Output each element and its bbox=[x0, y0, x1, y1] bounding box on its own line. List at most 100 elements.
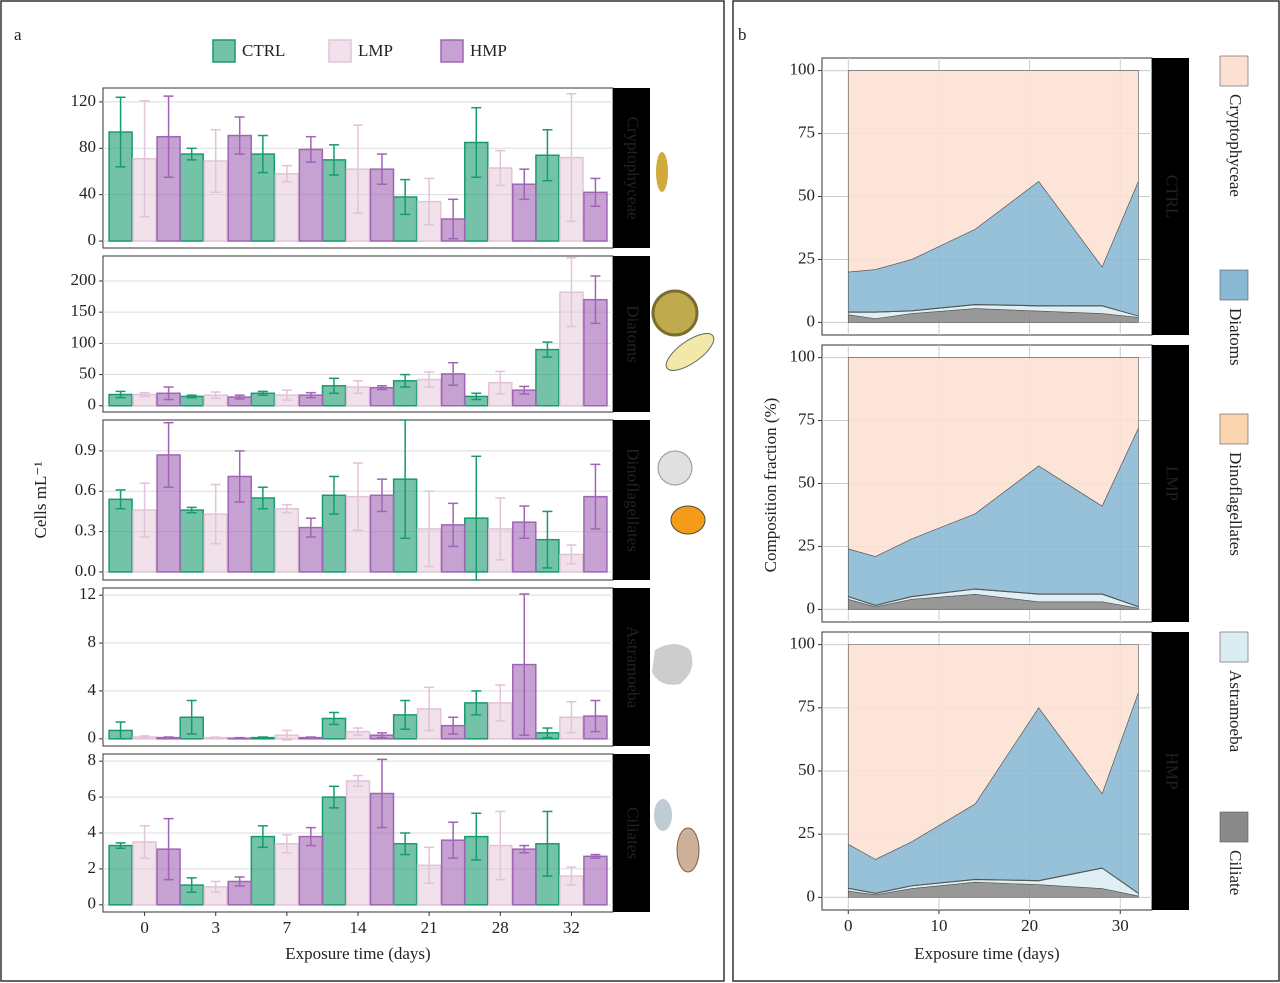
bar bbox=[179, 509, 204, 573]
error-bar bbox=[329, 377, 339, 395]
bar bbox=[179, 153, 204, 242]
y-tick-label: 0 bbox=[88, 395, 97, 414]
bar bbox=[298, 148, 324, 242]
y-tick-label: 100 bbox=[71, 332, 97, 351]
error-bar bbox=[257, 390, 268, 396]
error-bar bbox=[590, 275, 601, 325]
legend-swatch bbox=[212, 39, 236, 63]
error-bar bbox=[115, 96, 126, 168]
y-axis-title: Cells mL⁻¹ bbox=[31, 462, 50, 539]
y-tick-label: 80 bbox=[79, 137, 96, 156]
error-bar bbox=[377, 478, 387, 513]
error-bar bbox=[186, 506, 197, 514]
error-bar bbox=[329, 475, 339, 515]
error-bar bbox=[542, 341, 553, 358]
error-bar bbox=[495, 370, 506, 395]
bar bbox=[321, 796, 347, 906]
error-bar bbox=[590, 177, 601, 208]
y-tick-label: 8 bbox=[88, 750, 97, 769]
y-tick-label: 0.9 bbox=[75, 440, 96, 459]
error-bar bbox=[139, 825, 150, 859]
area bbox=[847, 644, 1139, 860]
panel-b-frame bbox=[732, 0, 1280, 982]
bar bbox=[108, 498, 133, 573]
legend-swatch bbox=[328, 39, 352, 63]
y-tick-label: 200 bbox=[71, 270, 97, 289]
error-bar bbox=[305, 826, 316, 847]
error-bar bbox=[305, 391, 316, 399]
strip-label: LMP bbox=[1163, 466, 1182, 501]
error-bar bbox=[115, 390, 126, 399]
y-tick-label: 0 bbox=[88, 728, 97, 747]
y-tick-label: 100 bbox=[790, 59, 816, 78]
error-bar bbox=[495, 149, 506, 187]
error-bar bbox=[400, 419, 411, 540]
y-tick-label: 4 bbox=[88, 822, 97, 841]
y-tick-label: 0.0 bbox=[75, 561, 96, 580]
y-tick-label: 75 bbox=[798, 697, 815, 716]
error-bar bbox=[400, 699, 411, 730]
error-bar bbox=[281, 389, 292, 401]
error-bar bbox=[377, 153, 387, 185]
legend-swatch bbox=[1219, 413, 1249, 445]
error-bar bbox=[448, 716, 459, 735]
legend-label: Astramoeba bbox=[1226, 670, 1245, 753]
y-tick-label: 150 bbox=[71, 301, 97, 320]
y-tick-label: 75 bbox=[798, 122, 815, 141]
bar bbox=[108, 844, 133, 906]
error-bar bbox=[139, 100, 150, 218]
strip-label: Diatoms bbox=[624, 305, 643, 363]
bar bbox=[512, 848, 537, 906]
error-bar bbox=[353, 727, 363, 736]
error-bar bbox=[257, 486, 268, 510]
error-bar bbox=[305, 517, 316, 538]
legend-label: Diatoms bbox=[1226, 308, 1245, 366]
error-bar bbox=[590, 699, 601, 733]
y-tick-label: 100 bbox=[790, 634, 816, 653]
x-tick-label: 0 bbox=[844, 916, 853, 935]
error-bar bbox=[519, 385, 530, 395]
y-tick-label: 0 bbox=[807, 598, 816, 617]
y-tick-label: 0 bbox=[88, 894, 97, 913]
y-tick-label: 12 bbox=[79, 584, 96, 603]
error-bar bbox=[495, 497, 506, 561]
strip bbox=[1152, 58, 1189, 335]
x-tick-label: 10 bbox=[930, 916, 947, 935]
error-bar bbox=[377, 758, 387, 829]
y-tick-label: 8 bbox=[88, 632, 97, 651]
y-tick-label: 0 bbox=[807, 886, 816, 905]
panel-label: b bbox=[738, 25, 747, 44]
error-bar bbox=[139, 482, 150, 538]
strip bbox=[1152, 632, 1189, 910]
error-bar bbox=[566, 866, 577, 886]
error-bar bbox=[519, 168, 530, 201]
y-axis-title: Composition fraction (%) bbox=[761, 398, 780, 573]
error-bar bbox=[234, 736, 245, 740]
error-bar bbox=[234, 450, 245, 503]
strip bbox=[613, 420, 650, 580]
error-bar bbox=[163, 95, 174, 179]
error-bar bbox=[281, 164, 292, 183]
legend-swatch bbox=[440, 39, 464, 63]
error-bar bbox=[400, 832, 411, 856]
error-bar bbox=[353, 124, 363, 214]
legend-label: Ciliate bbox=[1226, 850, 1245, 895]
x-tick-label: 32 bbox=[563, 918, 580, 937]
legend-label: HMP bbox=[470, 41, 507, 60]
y-tick-label: 4 bbox=[88, 680, 97, 699]
x-tick-label: 30 bbox=[1112, 916, 1129, 935]
error-bar bbox=[542, 128, 553, 182]
error-bar bbox=[115, 842, 126, 850]
x-tick-label: 20 bbox=[1021, 916, 1038, 935]
y-tick-label: 50 bbox=[798, 185, 815, 204]
error-bar bbox=[139, 391, 150, 398]
strip-label: HMP bbox=[1163, 753, 1182, 790]
bar bbox=[345, 780, 371, 906]
x-tick-label: 0 bbox=[140, 918, 149, 937]
strip-label: Astramoeba bbox=[624, 626, 643, 709]
error-bar bbox=[353, 774, 363, 788]
strip-label: CTRL bbox=[1163, 175, 1182, 218]
panel-a-frame bbox=[0, 0, 725, 982]
y-tick-label: 2 bbox=[88, 858, 97, 877]
legend-label: Cryptophyceae bbox=[1226, 94, 1245, 197]
